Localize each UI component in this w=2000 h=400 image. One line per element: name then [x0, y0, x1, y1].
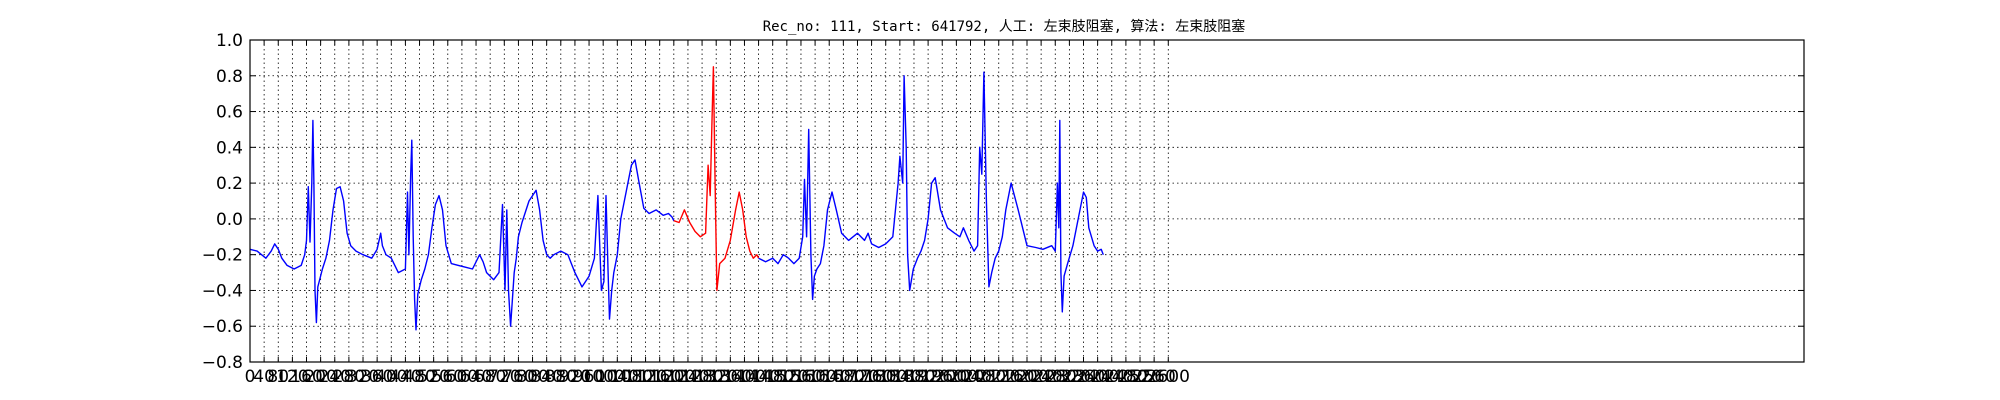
y-tick-label: 0.0: [216, 210, 243, 230]
x-tick-label: 2360: [1062, 367, 1105, 387]
x-tick-label: 200: [304, 367, 336, 387]
y-tick-label: −0.6: [202, 317, 243, 337]
x-tick-label: 320: [347, 367, 379, 387]
x-tick-label: 2160: [991, 367, 1034, 387]
chart-title: Rec_no: 111, Start: 641792, 人工: 左束肢阻塞, 算…: [763, 18, 1246, 35]
grid-lines: [250, 40, 1804, 362]
x-tick-label: 240: [319, 367, 351, 387]
plot-frame: [249, 39, 1805, 363]
x-tick-label: 1320: [695, 367, 738, 387]
x-tick-label: 1120: [624, 367, 667, 387]
x-tick-label: 1560: [779, 367, 822, 387]
x-axis: 0408012016020024028032036040044048052056…: [245, 40, 1190, 387]
x-tick-label: 120: [276, 367, 308, 387]
x-tick-label: 1720: [836, 367, 879, 387]
ecg-series-line-1: [249, 119, 675, 331]
x-tick-label: 1400: [723, 367, 766, 387]
x-tick-label: 1280: [680, 367, 723, 387]
x-tick-label: 2400: [1076, 367, 1119, 387]
y-tick-label: 0.8: [216, 67, 243, 87]
x-tick-label: 400: [375, 367, 407, 387]
y-tick-label: −0.2: [202, 246, 243, 266]
x-tick-label: 1680: [822, 367, 865, 387]
x-tick-label: 0: [245, 367, 256, 387]
x-tick-label: 1880: [892, 367, 935, 387]
x-tick-label: 1000: [582, 367, 625, 387]
x-tick-label: 160: [290, 367, 322, 387]
x-tick-label: 40: [253, 367, 275, 387]
x-tick-label: 1840: [878, 367, 921, 387]
x-tick-label: 2600: [1147, 367, 1190, 387]
x-tick-label: 840: [530, 367, 562, 387]
x-tick-label: 280: [333, 367, 365, 387]
x-tick-label: 880: [545, 367, 577, 387]
x-tick-label: 480: [403, 367, 435, 387]
y-tick-label: 1.0: [216, 31, 243, 51]
x-tick-label: 1240: [666, 367, 709, 387]
x-tick-label: 1480: [751, 367, 794, 387]
x-tick-label: 760: [502, 367, 534, 387]
x-tick-label: 1960: [921, 367, 964, 387]
x-tick-label: 560: [432, 367, 464, 387]
x-tick-label: 1200: [652, 367, 695, 387]
x-tick-label: 2480: [1104, 367, 1147, 387]
y-tick-label: −0.8: [202, 353, 243, 373]
x-tick-label: 2120: [977, 367, 1020, 387]
x-tick-label: 1640: [808, 367, 851, 387]
x-tick-label: 1080: [610, 367, 653, 387]
x-tick-label: 1520: [765, 367, 808, 387]
x-tick-label: 1160: [638, 367, 681, 387]
x-tick-label: 2320: [1048, 367, 1091, 387]
x-tick-label: 2040: [949, 367, 992, 387]
x-tick-label: 80: [267, 367, 289, 387]
x-tick-label: 640: [460, 367, 492, 387]
x-tick-label: 960: [573, 367, 605, 387]
x-tick-label: 440: [389, 367, 421, 387]
x-tick-label: 600: [446, 367, 478, 387]
ecg-series-line-2: [673, 66, 760, 292]
x-tick-label: 920: [559, 367, 591, 387]
y-tick-label: 0.2: [216, 174, 243, 194]
x-tick-label: 1920: [906, 367, 949, 387]
x-tick-label: 1760: [850, 367, 893, 387]
y-tick-label: −0.4: [202, 281, 243, 301]
x-tick-label: 2080: [963, 367, 1006, 387]
x-tick-label: 2520: [1118, 367, 1161, 387]
x-tick-label: 800: [516, 367, 548, 387]
x-tick-label: 360: [361, 367, 393, 387]
x-tick-label: 1360: [709, 367, 752, 387]
ecg-series-line-3: [758, 71, 1104, 313]
x-tick-label: 680: [474, 367, 506, 387]
y-tick-label: 0.4: [216, 138, 243, 158]
x-tick-label: 1600: [793, 367, 836, 387]
x-tick-label: 2200: [1005, 367, 1048, 387]
x-tick-label: 1440: [737, 367, 780, 387]
x-tick-label: 2280: [1034, 367, 1077, 387]
x-tick-label: 1040: [596, 367, 639, 387]
y-tick-label: 0.6: [216, 103, 243, 123]
x-tick-label: 520: [417, 367, 449, 387]
x-tick-label: 2000: [935, 367, 978, 387]
x-tick-label: 2440: [1090, 367, 1133, 387]
series-layer: [249, 66, 1104, 331]
x-tick-label: 2560: [1133, 367, 1176, 387]
y-axis: −0.8 −0.6 −0.4 −0.2 0.0 0.2 0.4 0.6 0.8 1.0: [202, 31, 1804, 373]
x-tick-label: 720: [488, 367, 520, 387]
x-tick-label: 2240: [1019, 367, 1062, 387]
x-tick-label: 1800: [864, 367, 907, 387]
